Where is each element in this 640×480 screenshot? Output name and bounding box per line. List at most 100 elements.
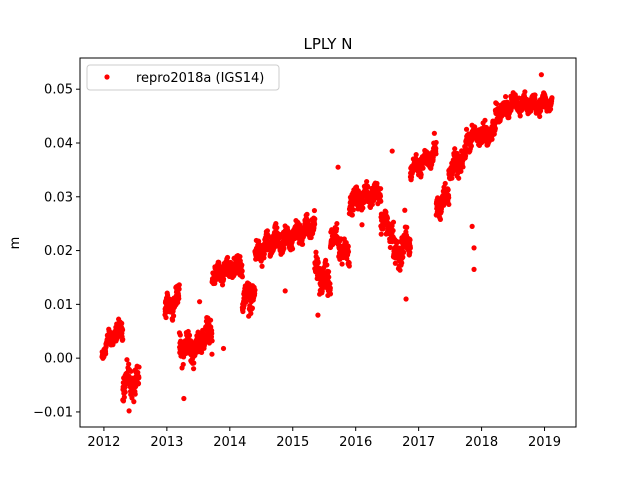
data-point xyxy=(547,106,554,112)
data-point xyxy=(359,222,365,228)
data-point xyxy=(252,287,258,293)
data-point xyxy=(122,389,128,395)
data-point xyxy=(468,143,474,149)
data-point xyxy=(445,187,451,193)
data-point xyxy=(389,148,395,154)
data-point xyxy=(196,299,203,305)
data-point xyxy=(387,244,393,251)
data-point xyxy=(239,262,245,268)
data-point xyxy=(384,215,391,221)
data-point xyxy=(135,369,141,376)
data-point xyxy=(482,117,488,123)
data-point xyxy=(132,391,138,397)
data-point xyxy=(402,207,408,213)
data-point xyxy=(170,313,177,319)
data-point xyxy=(458,168,464,174)
data-point xyxy=(334,220,340,227)
data-point xyxy=(506,114,512,121)
data-point xyxy=(315,260,321,266)
data-point xyxy=(103,351,109,357)
data-point xyxy=(281,245,287,252)
data-point xyxy=(327,281,333,287)
data-point xyxy=(392,260,398,266)
data-point xyxy=(136,375,142,381)
data-point xyxy=(128,368,134,374)
data-point xyxy=(207,317,214,323)
data-point xyxy=(492,125,498,132)
data-point xyxy=(224,254,231,261)
data-point xyxy=(538,72,544,78)
data-point xyxy=(413,152,419,158)
data-point xyxy=(124,357,130,363)
legend: repro2018a (IGS14) xyxy=(86,64,280,91)
data-point xyxy=(489,136,495,142)
data-point xyxy=(433,139,439,146)
data-point xyxy=(131,399,137,405)
data-point xyxy=(317,265,323,272)
data-point xyxy=(469,223,475,229)
data-point xyxy=(190,366,197,372)
data-point xyxy=(401,249,407,255)
data-point xyxy=(120,336,126,343)
x-tick-label: 2012 xyxy=(87,435,120,450)
y-axis-label: m xyxy=(8,237,23,250)
data-point xyxy=(452,146,458,152)
data-point xyxy=(327,291,334,297)
data-point xyxy=(442,180,448,187)
data-point xyxy=(323,257,329,263)
data-point xyxy=(299,241,306,247)
data-point xyxy=(537,113,543,120)
data-point xyxy=(407,249,413,255)
data-point xyxy=(259,263,265,269)
data-point xyxy=(219,282,226,288)
data-point xyxy=(176,282,182,288)
data-point xyxy=(532,92,538,98)
data-point xyxy=(286,229,292,235)
data-point xyxy=(463,126,470,132)
data-point xyxy=(350,207,356,213)
data-point xyxy=(181,395,187,402)
y-tick-label: 0.03 xyxy=(44,190,73,205)
data-point xyxy=(390,227,396,234)
y-tick-label: 0.05 xyxy=(44,83,73,98)
data-point xyxy=(199,349,205,355)
data-point xyxy=(403,296,409,302)
data-point xyxy=(378,186,384,192)
data-point xyxy=(220,345,227,352)
data-point xyxy=(345,243,351,250)
y-tick-label: 0.04 xyxy=(44,136,73,151)
data-point xyxy=(126,408,132,414)
data-point xyxy=(273,221,279,227)
data-point xyxy=(333,226,340,232)
data-point xyxy=(517,113,523,119)
data-point xyxy=(431,130,437,136)
data-point xyxy=(378,198,384,204)
data-point xyxy=(315,312,321,318)
data-point xyxy=(119,320,125,326)
x-tick-label: 2016 xyxy=(339,435,372,450)
data-point xyxy=(446,201,452,208)
data-point xyxy=(399,260,405,266)
data-point xyxy=(180,361,186,368)
data-point xyxy=(107,329,113,335)
data-point xyxy=(471,245,477,251)
x-tick-label: 2013 xyxy=(150,435,183,450)
data-point xyxy=(243,298,249,305)
data-point xyxy=(209,351,215,357)
data-point xyxy=(176,286,182,292)
data-point xyxy=(274,225,280,231)
data-point xyxy=(249,305,255,311)
data-point xyxy=(126,361,132,367)
y-tick-label: 0.00 xyxy=(44,352,73,367)
data-point xyxy=(325,269,332,275)
data-point xyxy=(407,245,413,251)
data-point xyxy=(397,267,403,273)
data-point xyxy=(453,151,460,157)
legend-label: repro2018a (IGS14) xyxy=(136,71,264,86)
data-point xyxy=(282,288,288,294)
data-point xyxy=(319,288,325,294)
y-tick-label: −0.01 xyxy=(33,405,73,420)
data-point xyxy=(494,101,500,107)
data-point xyxy=(237,254,243,260)
data-point xyxy=(446,195,452,201)
